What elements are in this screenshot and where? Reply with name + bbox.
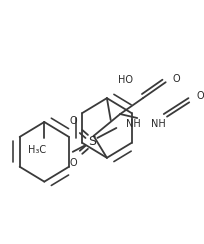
Text: S: S — [88, 135, 96, 148]
Text: HO: HO — [118, 75, 133, 85]
Text: H₃C: H₃C — [28, 145, 46, 155]
Text: O: O — [172, 74, 180, 84]
Text: NH: NH — [126, 119, 141, 129]
Text: NH: NH — [151, 119, 165, 129]
Text: O: O — [196, 91, 204, 101]
Text: O: O — [70, 116, 78, 126]
Text: O: O — [70, 158, 78, 168]
